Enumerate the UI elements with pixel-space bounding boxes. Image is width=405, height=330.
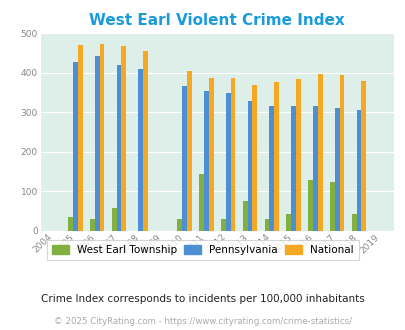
Bar — [295, 79, 300, 231]
Bar — [121, 46, 126, 231]
Bar — [360, 81, 365, 231]
Bar — [273, 82, 278, 231]
Bar — [290, 106, 295, 231]
Bar — [186, 71, 191, 231]
Bar — [339, 75, 343, 231]
Bar — [225, 93, 230, 231]
Bar — [78, 45, 83, 231]
Bar — [100, 44, 104, 231]
Bar — [208, 78, 213, 231]
Bar — [230, 78, 235, 231]
Bar — [116, 65, 121, 231]
Bar — [177, 219, 182, 231]
Bar — [73, 62, 78, 231]
Text: © 2025 CityRating.com - https://www.cityrating.com/crime-statistics/: © 2025 CityRating.com - https://www.city… — [54, 317, 351, 326]
Bar — [307, 180, 312, 231]
Bar — [351, 214, 356, 231]
Bar — [182, 86, 186, 231]
Bar — [143, 51, 148, 231]
Bar — [317, 74, 322, 231]
Title: West Earl Violent Crime Index: West Earl Violent Crime Index — [89, 13, 344, 28]
Bar — [138, 69, 143, 231]
Bar — [334, 108, 339, 231]
Bar — [220, 219, 225, 231]
Bar — [247, 101, 252, 231]
Bar — [198, 174, 203, 231]
Bar — [95, 56, 100, 231]
Bar — [269, 106, 273, 231]
Bar — [264, 219, 269, 231]
Text: Crime Index corresponds to incidents per 100,000 inhabitants: Crime Index corresponds to incidents per… — [41, 294, 364, 304]
Bar — [242, 201, 247, 231]
Bar — [90, 219, 95, 231]
Legend: West Earl Township, Pennsylvania, National: West Earl Township, Pennsylvania, Nation… — [47, 240, 358, 260]
Bar — [356, 110, 360, 231]
Bar — [329, 182, 334, 231]
Bar — [252, 85, 256, 231]
Bar — [286, 214, 290, 231]
Bar — [112, 209, 116, 231]
Bar — [203, 91, 208, 231]
Bar — [312, 106, 317, 231]
Bar — [68, 217, 73, 231]
